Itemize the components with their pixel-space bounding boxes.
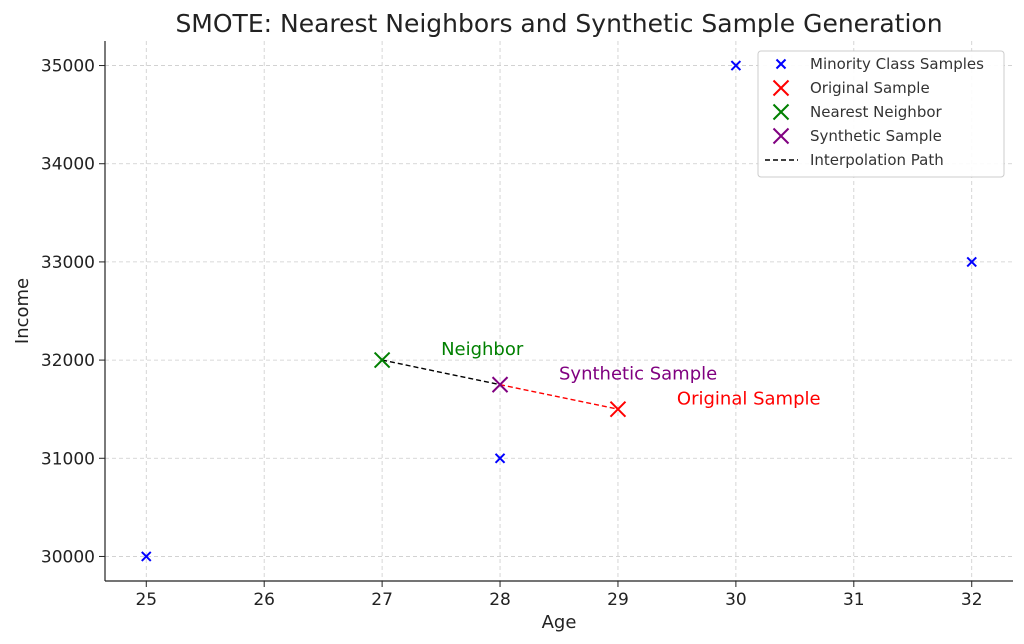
chart-title: SMOTE: Nearest Neighbors and Synthetic S… (175, 9, 942, 38)
legend-marker (772, 79, 790, 97)
interpolation-path-line (381, 359, 501, 386)
y-tick-label: 32000 (41, 351, 95, 371)
y-tick-label: 33000 (41, 253, 95, 273)
axes (104, 41, 1013, 582)
points (141, 60, 977, 562)
x-tick-label: 29 (607, 590, 629, 610)
lines (381, 359, 619, 410)
x-tick-label: 31 (843, 590, 865, 610)
x-tick-label: 30 (725, 590, 747, 610)
legend-marker (772, 103, 790, 121)
minority-sample-point (730, 60, 742, 71)
legend-marker (772, 127, 790, 145)
minority-sample-point (494, 453, 506, 464)
x-tick-label: 27 (371, 590, 393, 610)
legend-entry-label: Interpolation Path (810, 151, 944, 169)
x-tick-label: 26 (253, 590, 275, 610)
y-tick-label: 35000 (41, 57, 95, 77)
legend-box (757, 50, 1005, 178)
annotation-label: Neighbor (441, 339, 524, 360)
ticks: 25 26 27 28 29 30 31 32 30000 31000 32000 33000 3400… (41, 57, 983, 610)
y-tick-label: 31000 (41, 449, 95, 469)
y-tick-label: 30000 (41, 547, 95, 567)
x-tick-label: 32 (961, 590, 983, 610)
x-tick-label: 25 (135, 590, 157, 610)
minority-sample-point (141, 551, 152, 562)
nearest-neighbor-point (373, 351, 391, 369)
grid (105, 41, 1013, 581)
annotation-label: Synthetic Sample (559, 364, 717, 385)
original-to-synthetic-path (499, 383, 619, 410)
x-axis-label: Age (542, 612, 577, 633)
synthetic-sample-point (491, 376, 509, 393)
legend-entry-label: Minority Class Samples (810, 55, 984, 73)
legend-entry-label: Nearest Neighbor (810, 103, 943, 121)
legend-marker (775, 58, 787, 70)
x-tick-label: 28 (489, 590, 511, 610)
legend-entry-label: Original Sample (810, 79, 930, 97)
y-tick-label: 34000 (41, 155, 95, 175)
minority-sample-point (966, 256, 977, 268)
y-axis-label: Income (12, 278, 33, 344)
annotations: Neighbor Synthetic Sample Original Sample (441, 339, 821, 409)
annotation-label: Original Sample (677, 388, 821, 409)
legend-entry-label: Synthetic Sample (810, 127, 942, 145)
legend: Minority Class Samples Original Sample Nea… (757, 50, 1005, 178)
original-sample-point (609, 400, 627, 418)
